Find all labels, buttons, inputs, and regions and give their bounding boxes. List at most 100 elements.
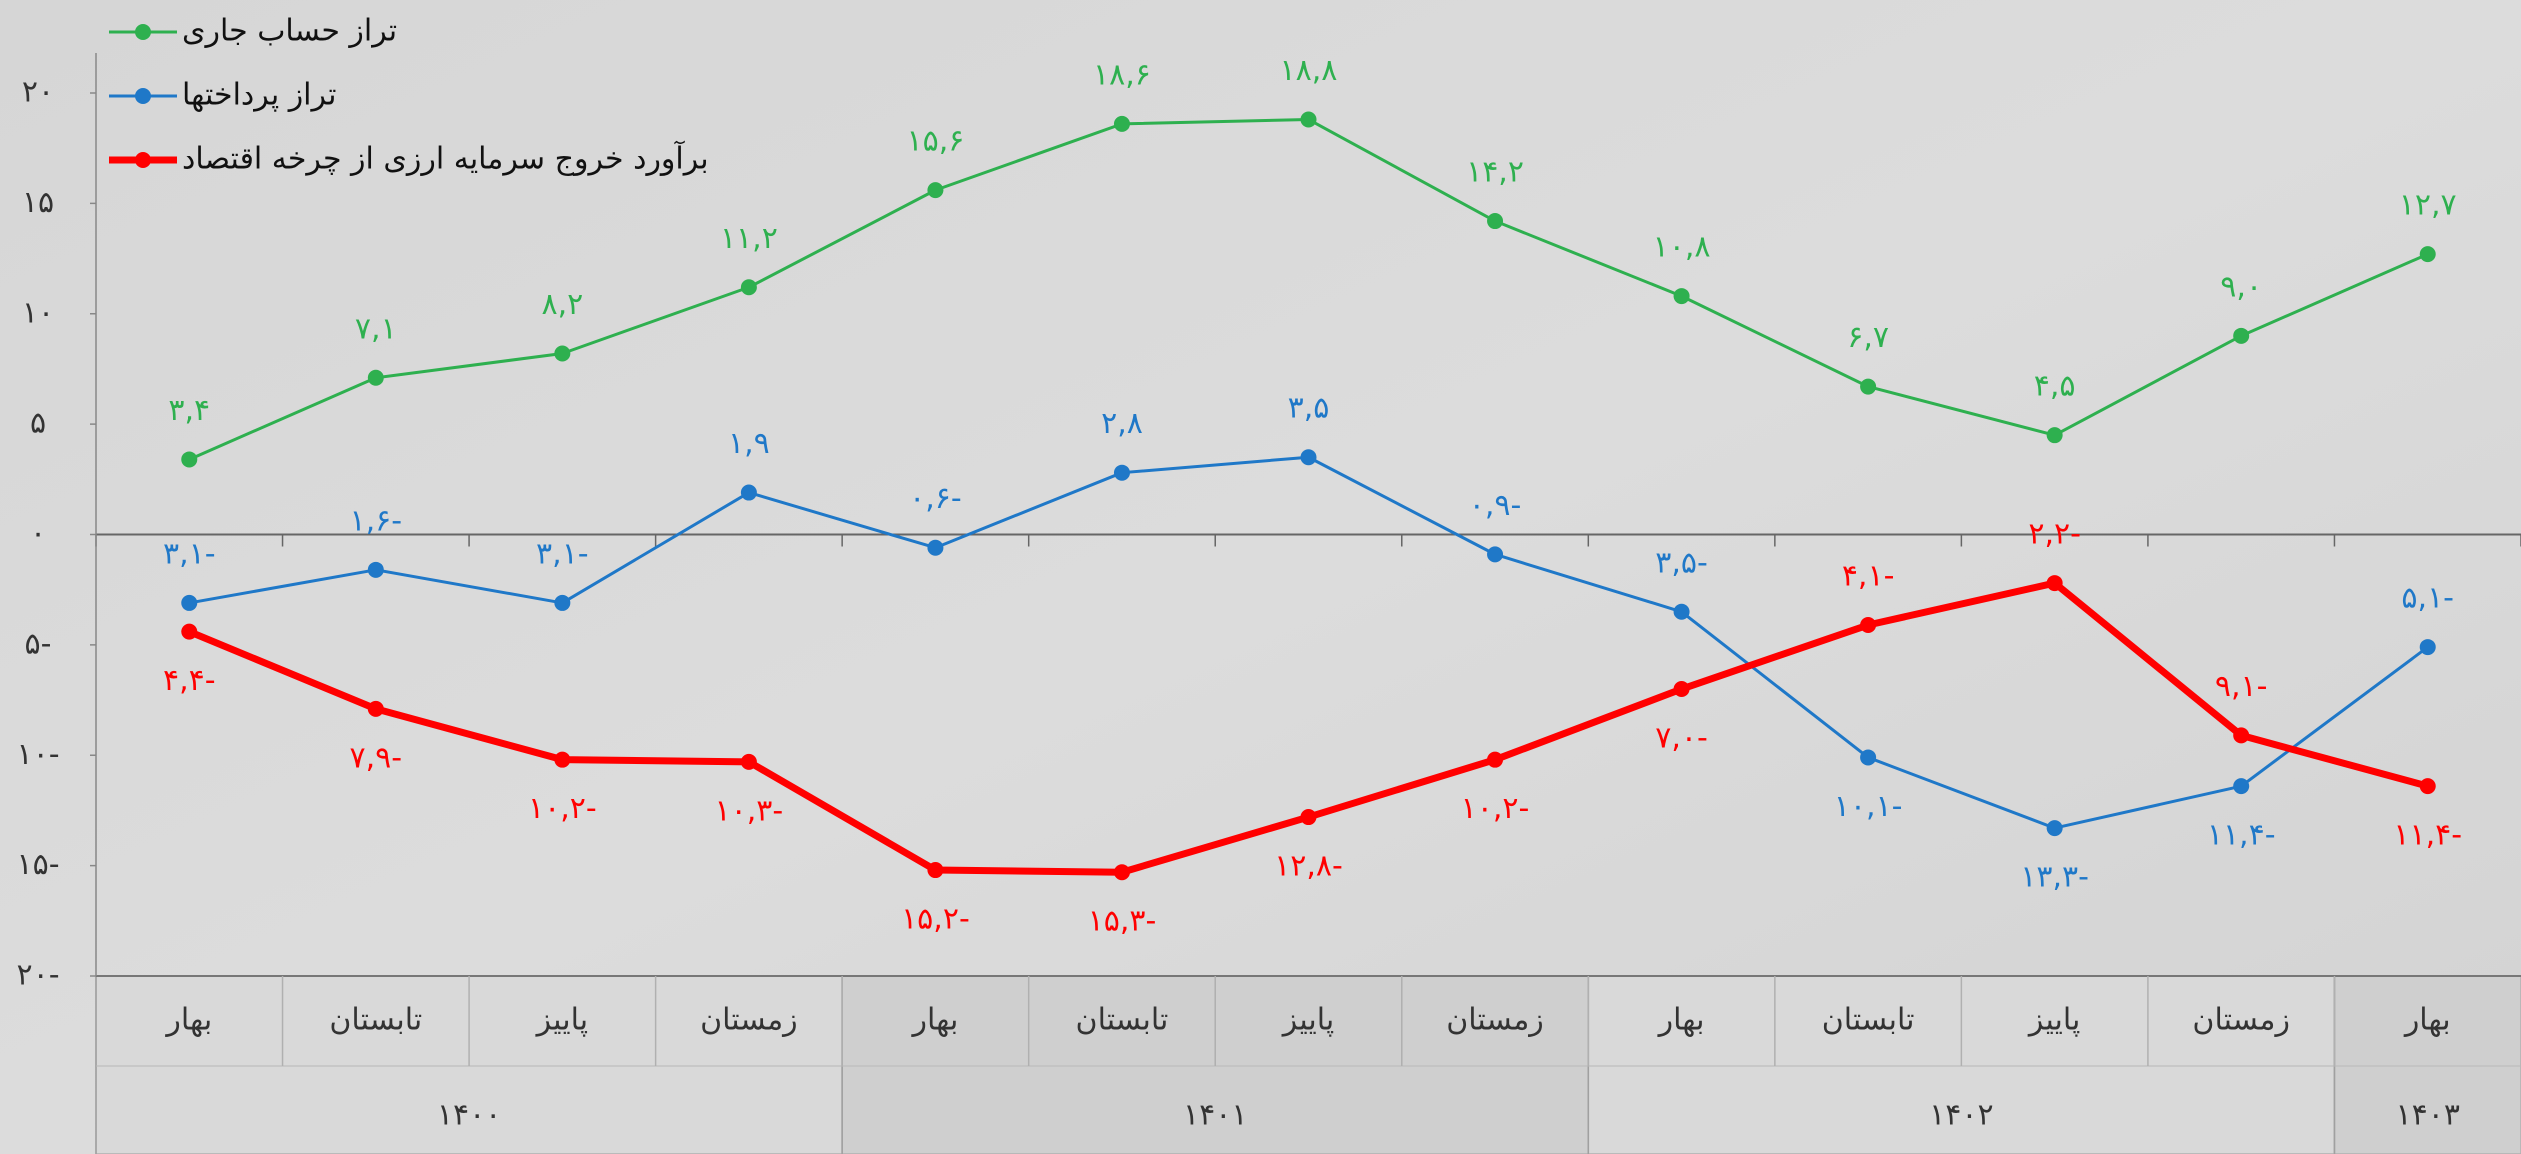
data-label: ۱۵,۳- (1088, 904, 1157, 939)
data-label: ۷,۹- (350, 740, 403, 775)
data-label: ۱۲,۷ (2399, 188, 2457, 223)
data-point (927, 182, 944, 199)
data-point (2419, 639, 2436, 656)
data-point (2233, 778, 2250, 795)
data-point (1300, 449, 1317, 466)
data-point (367, 561, 384, 578)
legend-marker (135, 152, 151, 168)
data-label: ۴,۴- (163, 663, 216, 698)
x-tick-label: زمستان (2192, 1003, 2290, 1038)
data-label: ۲,۲- (2028, 517, 2081, 552)
data-point (554, 751, 571, 768)
data-label: ۱۱,۴- (2207, 818, 2276, 853)
data-point (1300, 111, 1317, 128)
data-point (740, 753, 757, 770)
data-label: ۴,۵ (2034, 369, 2076, 404)
y-tick-label: ۵ (30, 406, 46, 441)
data-label: ۵,۱- (2401, 581, 2454, 616)
data-point (181, 451, 198, 468)
data-label: ۱۳,۳- (2020, 860, 2089, 895)
group-label: ۱۴۰۱ (1183, 1098, 1247, 1133)
data-label: ۱۰,۳- (715, 793, 784, 828)
group-label: ۱۴۰۰ (437, 1098, 501, 1133)
legend-label: تراز حساب جاری (182, 14, 397, 49)
data-label: ۰,۹- (1469, 488, 1522, 523)
data-point (1487, 546, 1504, 563)
data-point (2419, 246, 2436, 263)
data-point (181, 594, 198, 611)
legend-marker (135, 24, 151, 40)
data-label: ۱۱,۲ (720, 221, 778, 256)
data-point (367, 369, 384, 386)
x-tick-label: تابستان (1076, 1003, 1169, 1038)
legend-label: برآورد خروج سرمایه ارزی از چرخه اقتصاد (182, 141, 709, 177)
data-label: ۱۰,۲- (1461, 791, 1530, 826)
y-tick-label: ۱۰ (22, 295, 54, 330)
data-label: ۱۸,۸ (1280, 53, 1338, 88)
x-tick-label: بهار (2403, 1003, 2451, 1038)
data-label: ۰,۶- (909, 481, 962, 516)
data-label: ۳,۱- (163, 536, 216, 571)
x-tick-label: زمستان (700, 1003, 798, 1038)
data-point (1113, 464, 1130, 481)
data-label: ۱,۹ (728, 426, 770, 461)
group-label: ۱۴۰۲ (1929, 1098, 1993, 1133)
group-label: ۱۴۰۳ (2396, 1098, 2460, 1133)
data-point (1673, 681, 1690, 698)
data-label: ۱۸,۶ (1093, 57, 1151, 92)
data-point (2046, 820, 2063, 837)
data-point (1487, 751, 1504, 768)
legend-label: تراز پرداختها (182, 78, 336, 113)
x-tick-label: بهار (164, 1003, 212, 1038)
data-point (367, 700, 384, 717)
x-tick-label: پاییز (1281, 1003, 1334, 1038)
data-point (1673, 603, 1690, 620)
data-point (1113, 864, 1130, 881)
data-point (740, 279, 757, 296)
data-point (2233, 727, 2250, 744)
data-point (1860, 749, 1877, 766)
data-point (181, 623, 198, 640)
data-label: ۲,۸ (1101, 406, 1143, 441)
data-point (740, 484, 757, 501)
y-tick-label: ۱۵- (16, 847, 59, 882)
data-label: ۳,۵ (1288, 391, 1330, 426)
data-label: ۳,۴ (168, 393, 210, 428)
y-tick-label: ۱۵ (22, 185, 54, 220)
y-tick-label: ۵- (25, 626, 52, 661)
data-point (2419, 778, 2436, 795)
data-point (2046, 427, 2063, 444)
data-label: ۱۵,۶ (906, 124, 964, 159)
data-point (2046, 575, 2063, 592)
data-label: ۶,۷ (1847, 320, 1889, 355)
data-label: ۱۵,۲- (901, 902, 970, 937)
data-label: ۱۴,۲ (1466, 155, 1524, 190)
data-point (1673, 288, 1690, 305)
data-label: ۹,۰ (2220, 269, 2262, 304)
x-tick-label: بهار (911, 1003, 959, 1038)
x-tick-label: تابستان (329, 1003, 422, 1038)
data-label: ۱۲,۸- (1274, 849, 1343, 884)
data-point (1113, 115, 1130, 132)
data-label: ۸,۲ (541, 287, 583, 322)
x-tick-label: پاییز (535, 1003, 588, 1038)
data-label: ۹,۱- (2215, 669, 2268, 704)
data-point (1860, 617, 1877, 634)
x-tick-label: بهار (1657, 1003, 1705, 1038)
y-tick-label: ۰ (30, 516, 46, 551)
data-point (927, 862, 944, 879)
data-point (554, 594, 571, 611)
data-label: ۷,۱ (355, 311, 397, 346)
data-point (927, 539, 944, 556)
data-point (1300, 809, 1317, 826)
legend-marker (135, 88, 151, 104)
data-label: ۱۰,۱- (1834, 789, 1903, 824)
x-tick-label: پاییز (2027, 1003, 2080, 1038)
y-tick-label: ۱۰- (16, 737, 59, 772)
x-tick-label: زمستان (1446, 1003, 1544, 1038)
data-label: ۳,۵- (1655, 545, 1708, 580)
data-point (554, 345, 571, 362)
y-tick-label: ۲۰ (22, 75, 54, 110)
data-label: ۴,۱- (1842, 559, 1895, 594)
